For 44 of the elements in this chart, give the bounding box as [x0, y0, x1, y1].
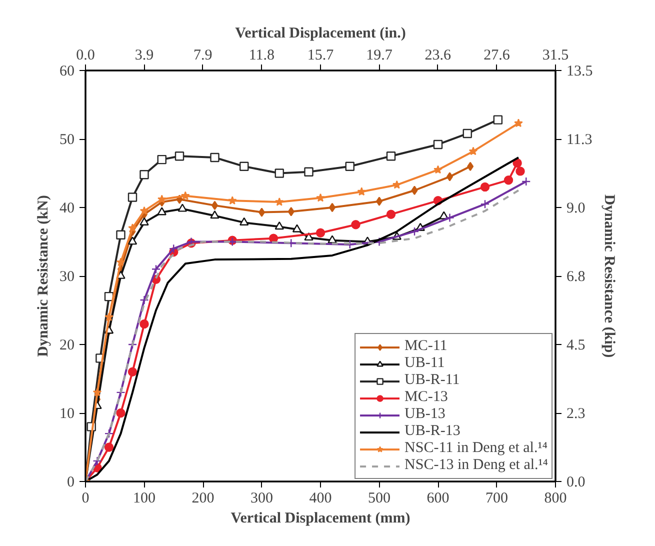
y-tick-label: 20 [60, 338, 74, 354]
x-tick-label: 700 [486, 490, 508, 506]
y2-tick-label: 9.0 [566, 200, 586, 216]
legend-label: UB-11 [404, 355, 445, 372]
x-tick-label: 600 [426, 490, 450, 506]
y2-tick-label: 11.3 [566, 132, 592, 148]
x2-tick-label: 31.5 [542, 48, 569, 64]
y-tick-label: 40 [60, 200, 74, 216]
x-axis-title: Vertical Displacement (mm) [230, 510, 410, 526]
y2-axis-title: Dynamic Resistance (kip) [600, 194, 617, 358]
x-tick-label: 0 [82, 490, 90, 506]
y2-tick-label: 2.3 [566, 406, 586, 422]
x2-tick-label: 7.9 [194, 48, 212, 64]
x-tick-label: 200 [192, 490, 214, 506]
y2-tick-label: 0.0 [566, 474, 586, 490]
legend-label: NSC-13 in Deng et al.¹⁴ [404, 457, 548, 474]
x2-tick-label: 23.6 [424, 48, 452, 64]
y-tick-label: 60 [60, 64, 74, 80]
x2-axis-title: Vertical Displacement (in.) [235, 26, 406, 42]
x-tick-label: 400 [309, 490, 332, 506]
y2-tick-label: 4.5 [566, 338, 586, 354]
y-tick-label: 30 [60, 269, 74, 285]
x2-tick-label: 19.7 [366, 48, 393, 64]
y-axis-title: Dynamic Resistance (kN) [36, 195, 52, 357]
y-tick-label: 50 [60, 132, 74, 148]
legend-label: NSC-11 in Deng et al.¹⁴ [404, 440, 548, 457]
x-tick-label: 500 [368, 490, 390, 506]
x2-tick-label: 15.7 [307, 48, 334, 64]
legend-label: MC-13 [404, 389, 448, 406]
x2-tick-label: 11.8 [248, 48, 275, 64]
x2-tick-label: 0.0 [76, 48, 95, 64]
legend-label: UB-R-11 [404, 372, 460, 389]
x-tick-label: 100 [133, 490, 156, 506]
y-tick-label: 0 [67, 474, 74, 490]
y2-tick-label: 13.5 [566, 64, 593, 80]
legend-label: UB-13 [404, 406, 446, 423]
x2-tick-label: 27.6 [484, 48, 510, 64]
x2-tick-label: 3.9 [134, 48, 154, 64]
legend-label: MC-11 [404, 338, 448, 355]
x-tick-label: 800 [544, 490, 567, 506]
x-tick-label: 300 [250, 490, 273, 506]
y2-tick-label: 6.8 [566, 269, 586, 285]
legend-label: UB-R-13 [404, 423, 460, 440]
y-tick-label: 10 [60, 406, 74, 422]
